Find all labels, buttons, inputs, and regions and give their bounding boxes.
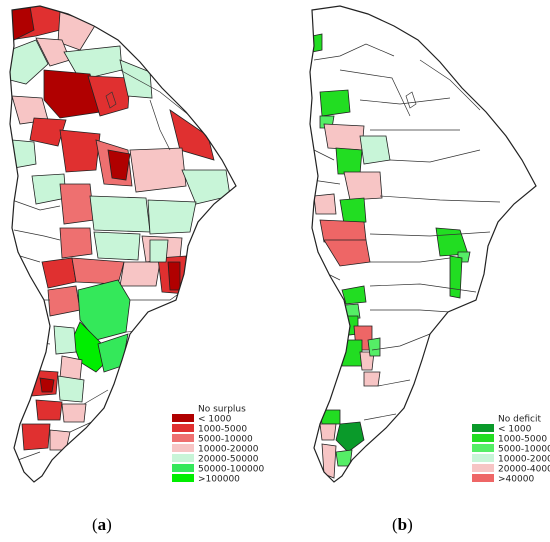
legend-b-label: < 1000 xyxy=(498,425,532,435)
legend-a-label: No surplus xyxy=(198,405,246,415)
legend-a-item: 1000-5000 xyxy=(172,424,247,435)
legend-a-label: 20000-50000 xyxy=(198,455,259,465)
legend-a-label: 5000-10000 xyxy=(198,435,253,445)
legend-b-label: 5000-10000 xyxy=(498,445,550,455)
legend-a-label: 50000-100000 xyxy=(198,465,265,475)
legend-b-item: 1000-5000 xyxy=(472,434,547,445)
legend-a-label: < 1000 xyxy=(198,415,232,425)
caption-a-letter: a xyxy=(98,515,107,534)
region-boundaries-b xyxy=(311,43,501,421)
legend-a-item: >100000 xyxy=(172,474,240,485)
legend-a-item: 5000-10000 xyxy=(172,434,253,445)
legend-b-item: 10000-20000 xyxy=(472,454,550,465)
legend-a-label: 10000-20000 xyxy=(198,445,259,455)
legend-b-label: 10000-20000 xyxy=(498,455,550,465)
legend-b-item: 5000-10000 xyxy=(472,444,550,455)
legend-a-item: 20000-50000 xyxy=(172,454,259,465)
map-panel-b: No deficit < 1000 1000-5000 5000-10000 1… xyxy=(309,5,550,485)
choropleth-regions-a xyxy=(10,6,231,451)
legend-a-item: 50000-100000 xyxy=(172,464,265,475)
map-panel-a: No surplus < 1000 1000-5000 5000-10000 1… xyxy=(9,5,265,485)
legend-a-label: >100000 xyxy=(198,475,240,485)
legend-b-item: 20000-40000 xyxy=(472,464,550,475)
legend-a-item: 10000-20000 xyxy=(172,444,259,455)
legend-b: No deficit < 1000 1000-5000 5000-10000 1… xyxy=(472,414,550,485)
legend-b-label: 1000-5000 xyxy=(498,435,547,445)
legend-b-label: 20000-40000 xyxy=(498,465,550,475)
legend-a-item: No surplus xyxy=(172,404,246,415)
legend-a-item: < 1000 xyxy=(172,414,232,425)
legend-b-item: < 1000 xyxy=(472,424,532,435)
caption-b: (b) xyxy=(392,515,413,534)
legend-b-item: >40000 xyxy=(472,474,534,485)
caption-b-letter: b xyxy=(398,515,407,534)
legend-b-item: No deficit xyxy=(472,414,541,425)
legend-b-label: No deficit xyxy=(498,415,541,425)
legend-b-label: >40000 xyxy=(498,475,534,485)
caption-a: (a) xyxy=(92,515,112,534)
legend-a-label: 1000-5000 xyxy=(198,425,247,435)
legend-a: No surplus < 1000 1000-5000 5000-10000 1… xyxy=(172,404,265,485)
